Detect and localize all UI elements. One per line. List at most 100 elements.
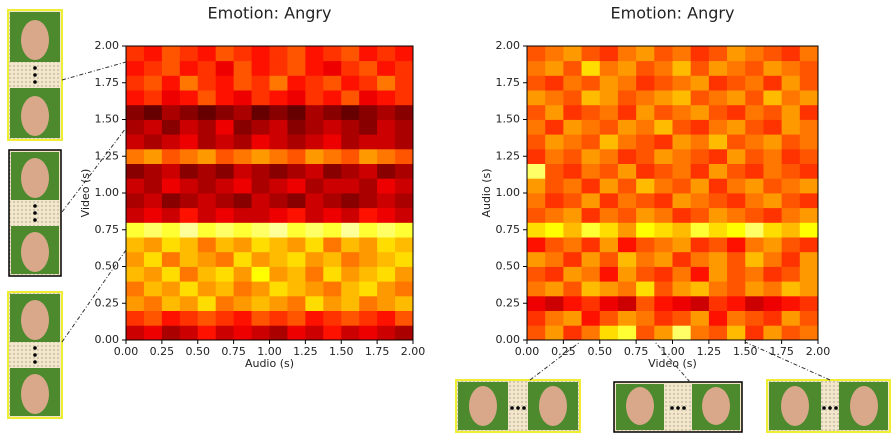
y-tick-label: 0.25 (496, 296, 521, 309)
heatmap-cell (581, 237, 601, 253)
heatmap-cell (377, 266, 396, 282)
heatmap-cell (287, 119, 306, 135)
heatmap-cell (690, 310, 710, 326)
heatmap-cell (763, 148, 783, 164)
heatmap-cell (563, 134, 582, 150)
y-tick-label: 1.75 (95, 76, 120, 89)
heatmap-cell (799, 90, 819, 106)
heatmap-cell (287, 104, 306, 120)
heatmap-cell (763, 222, 783, 238)
heatmap-cell (599, 266, 619, 282)
x-tick-label: 1.75 (769, 345, 794, 358)
heatmap-cell (197, 134, 217, 150)
heatmap-cell (527, 60, 546, 76)
heatmap-cell (799, 163, 819, 179)
heatmap-cell (745, 207, 764, 223)
heatmap-cell (179, 90, 199, 106)
heatmap-cell (161, 207, 181, 223)
heatmap-cell (672, 148, 692, 164)
heatmap-cell (126, 237, 145, 253)
heatmap-cell (745, 178, 764, 194)
heatmap-cell (799, 60, 819, 76)
heatmap-cell (179, 207, 199, 223)
heatmap-cell (781, 222, 801, 238)
heatmap-cell (545, 46, 564, 62)
heatmap-cell (672, 104, 692, 120)
heatmap-cell (197, 148, 217, 164)
heatmap-cell (305, 281, 324, 297)
heatmap-cell (197, 90, 217, 106)
heatmap-cell (215, 237, 235, 253)
connector-lines (61, 61, 831, 383)
heatmap-cell (763, 325, 783, 341)
heatmap-cell (359, 193, 378, 209)
heatmap-cell (581, 90, 601, 106)
y-tick-label: 1.00 (496, 186, 521, 199)
heatmap-cell (251, 295, 270, 311)
x-tick-label: 0.75 (221, 345, 246, 358)
heatmap-cell (527, 207, 546, 223)
heatmap-cell (395, 237, 414, 253)
heatmap-cell (359, 251, 378, 267)
heatmap-cell (708, 134, 728, 150)
heatmap-cell (126, 119, 145, 135)
heatmap-cell (359, 134, 378, 150)
heatmap-cell (143, 163, 163, 179)
heatmap-cell (341, 295, 360, 311)
heatmap-cell (323, 281, 342, 297)
x-tick-label: 0.25 (150, 345, 175, 358)
heatmap-cell (799, 134, 819, 150)
x-tick-label: 0.75 (624, 345, 649, 358)
heatmap-cell (636, 60, 655, 76)
heatmap-cell (126, 104, 145, 120)
heatmap-cell (179, 119, 199, 135)
heatmap-cell (395, 281, 414, 297)
heatmap-cell (395, 251, 414, 267)
heatmap-cell (197, 207, 217, 223)
heatmap-cell (617, 119, 637, 135)
x-tick-label: 1.25 (293, 345, 318, 358)
heatmap-cell (708, 237, 728, 253)
heatmap-cell (745, 310, 764, 326)
heatmap-cell (545, 148, 564, 164)
heatmap-cell (143, 178, 163, 194)
heatmap-cell (527, 295, 546, 311)
heatmap-cell (251, 75, 270, 91)
thumbnail-bottom-3 (766, 379, 891, 433)
y-tick-label: 0.75 (95, 223, 120, 236)
heatmap-cell (727, 75, 746, 91)
x-tick-label: 1.50 (329, 345, 354, 358)
heatmap-cells (527, 46, 819, 341)
heatmap-cell (287, 325, 306, 341)
heatmap-cell (395, 207, 414, 223)
heatmap-cell (581, 46, 601, 62)
y-axis-label: Audio (s) (480, 168, 493, 217)
heatmap-cell (251, 134, 270, 150)
heatmap-cell (599, 237, 619, 253)
x-tick-label: 1.75 (365, 345, 390, 358)
heatmap-cell (617, 60, 637, 76)
heatmap-cell (215, 178, 235, 194)
heatmap-cell (581, 104, 601, 120)
heatmap-cell (341, 325, 360, 341)
heatmap-cell (527, 237, 546, 253)
heatmap-cell (745, 163, 764, 179)
heatmap-cell (599, 193, 619, 209)
heatmap-cell (233, 90, 252, 106)
thumbnail-left-mid (8, 149, 62, 277)
heatmap-cell (377, 134, 396, 150)
heatmap-cell (545, 266, 564, 282)
heatmap-cell (690, 178, 710, 194)
heatmap-cell (269, 75, 288, 91)
x-tick-label: 0.00 (515, 345, 540, 358)
heatmap-cell (727, 207, 746, 223)
heatmap-cell (527, 134, 546, 150)
heatmap-cell (599, 163, 619, 179)
heatmap-cell (179, 148, 199, 164)
heatmap-cell (708, 207, 728, 223)
heatmap-cell (143, 237, 163, 253)
heatmap-cell (395, 193, 414, 209)
heatmap-cell (727, 325, 746, 341)
heatmap-cell (527, 75, 546, 91)
